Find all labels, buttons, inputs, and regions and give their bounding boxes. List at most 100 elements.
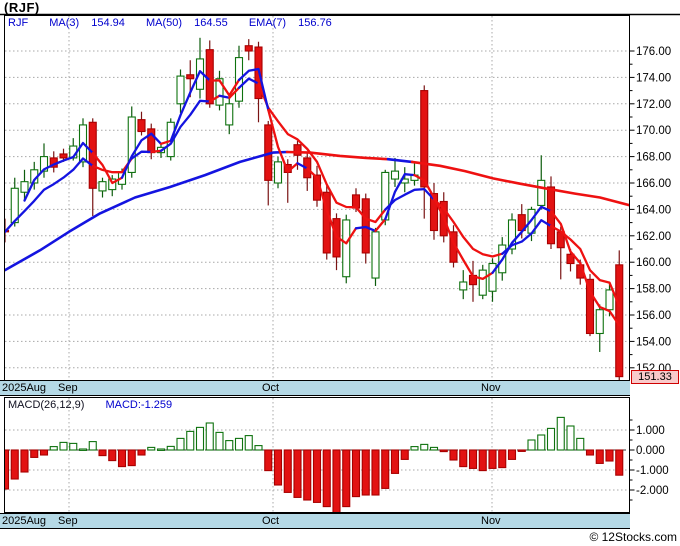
y-axis-label: 160.00 xyxy=(636,257,671,269)
macd-bar xyxy=(69,442,78,451)
legend-symbol: RJF xyxy=(8,17,29,29)
candle-body xyxy=(108,178,117,191)
ma3-line-segment xyxy=(159,139,172,145)
legend-ma3-value: 154.94 xyxy=(91,17,125,29)
macd-bar xyxy=(30,449,39,458)
macd-bar xyxy=(400,449,409,460)
date-label-2025aug: 2025Aug xyxy=(2,515,47,527)
macd-bar xyxy=(390,449,400,474)
legend-ma50-value: 164.55 xyxy=(194,17,228,29)
legend-ma3-label: MA(3) xyxy=(49,17,80,29)
candle-body xyxy=(507,219,517,250)
candle-body xyxy=(137,119,146,133)
macd-bar xyxy=(585,449,595,456)
site-credit-link[interactable]: © 12Stocks.com xyxy=(589,530,677,544)
y-axis-label: 172.00 xyxy=(636,99,671,111)
candle-body xyxy=(20,181,29,193)
macd-axis-label: 0.000 xyxy=(636,445,665,457)
candle-body xyxy=(293,144,302,156)
macd-bar xyxy=(488,449,497,469)
date-axis-band-main: 2025Aug Sep Oct Nov xyxy=(0,380,630,396)
macd-bar xyxy=(10,449,19,480)
ma3-line-segment xyxy=(23,141,94,202)
ema7-line-segment xyxy=(91,157,133,174)
date-label-sep: Sep xyxy=(58,515,78,527)
ma50-segment xyxy=(285,150,390,161)
candle-body xyxy=(147,128,156,154)
candle-body xyxy=(488,262,497,292)
macd-bar xyxy=(49,446,58,451)
macd-bar xyxy=(332,449,341,513)
candle-body xyxy=(566,253,575,265)
y-axis-label: 174.00 xyxy=(636,72,671,84)
candle-body xyxy=(420,90,429,188)
macd-axis-label: 1.000 xyxy=(636,425,665,437)
ema7-line-segment xyxy=(228,86,241,99)
macd-bar xyxy=(225,440,234,451)
macd-bar xyxy=(556,416,565,451)
macd-bar xyxy=(59,441,68,451)
macd-legend: MACD(26,12,9) MACD:-1.259 xyxy=(8,399,172,411)
candle-body xyxy=(429,193,439,232)
ma3-line-segment xyxy=(354,225,377,233)
y-axis-label: 168.00 xyxy=(636,152,671,164)
macd-histogram xyxy=(4,416,624,513)
macd-bar xyxy=(137,449,146,456)
candle-body xyxy=(342,219,351,278)
ema7-line xyxy=(4,77,621,308)
ma3-line-segment xyxy=(267,108,299,173)
candle-body xyxy=(244,45,253,52)
macd-bar xyxy=(478,449,487,472)
ma3-line-segment xyxy=(120,132,163,179)
candle-body xyxy=(215,78,224,106)
macd-bar xyxy=(468,449,478,469)
macd-bar xyxy=(371,449,380,496)
ma3-line-segment xyxy=(237,67,270,112)
candle-body xyxy=(225,103,234,126)
macd-bar xyxy=(166,445,175,451)
macd-bar xyxy=(410,446,419,451)
indicator-legend: RJF MA(3) 154.94 MA(50) 164.55 EMA(7) 15… xyxy=(8,17,341,29)
macd-bar xyxy=(439,449,448,453)
ema7-line-segment xyxy=(432,198,504,258)
ma3-line-segment xyxy=(296,162,309,170)
macd-bar xyxy=(576,437,585,451)
macd-bar xyxy=(459,449,468,468)
macd-bar xyxy=(293,449,302,498)
macd-bar xyxy=(98,449,107,457)
ema7-line-segment xyxy=(208,94,221,103)
candle-body xyxy=(88,121,97,189)
candle-body xyxy=(186,74,195,80)
ema7-line-segment xyxy=(384,187,436,211)
macd-bar xyxy=(517,449,526,452)
macd-bar xyxy=(381,449,390,489)
ma3-line-segment xyxy=(374,217,387,233)
macd-bar xyxy=(537,434,546,451)
macd-bar xyxy=(147,446,156,451)
date-label-sep: Sep xyxy=(58,382,78,394)
y-axis-label: 166.00 xyxy=(636,178,671,190)
macd-panel-border xyxy=(4,397,630,513)
candle-body xyxy=(585,278,595,335)
macd-bar xyxy=(566,425,575,451)
macd-bar xyxy=(595,449,604,464)
y-axis-label: 176.00 xyxy=(636,46,671,58)
macd-bar xyxy=(254,445,263,451)
macd-bar xyxy=(361,449,370,496)
legend-ema7-value: 156.76 xyxy=(298,17,332,29)
ema7-line-segment xyxy=(218,94,231,99)
macd-axis-label: -1.000 xyxy=(636,465,669,477)
y-axis-label: 158.00 xyxy=(636,284,671,296)
ema7-line-segment xyxy=(4,157,94,233)
candle-body xyxy=(371,231,380,279)
macd-bar xyxy=(449,449,458,461)
candle-body xyxy=(39,156,49,172)
last-price-tag: 151.33 xyxy=(631,370,679,384)
candle-body xyxy=(459,281,468,291)
candle-body xyxy=(127,116,136,173)
y-axis-label: 156.00 xyxy=(636,310,671,322)
macd-bar xyxy=(156,448,166,451)
ma3-line-segment xyxy=(491,205,553,274)
